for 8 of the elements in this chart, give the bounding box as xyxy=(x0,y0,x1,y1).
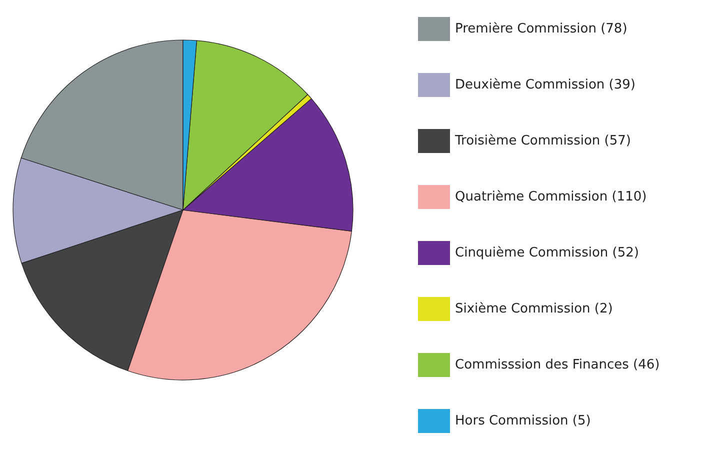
legend-label: Quatrième Commission (110) xyxy=(455,190,647,204)
legend-label: Cinquième Commission (52) xyxy=(455,246,639,260)
legend-label: Deuxième Commission (39) xyxy=(455,78,636,92)
legend-label: Commisssion des Finances (46) xyxy=(455,358,660,372)
legend-label: Première Commission (78) xyxy=(455,22,628,36)
legend-label: Sixième Commission (2) xyxy=(455,302,613,316)
legend-label: Troisième Commission (57) xyxy=(454,134,631,148)
legend-label: Hors Commission (5) xyxy=(455,414,591,428)
